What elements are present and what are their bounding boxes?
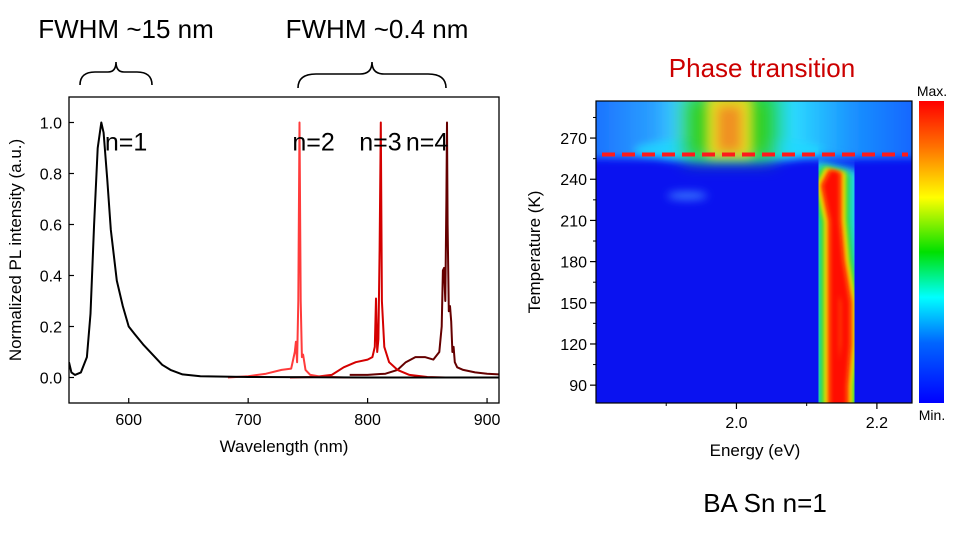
high-temp-peak-orange bbox=[717, 106, 742, 152]
heatmap-frame bbox=[595, 100, 913, 404]
series-line-n4 bbox=[349, 121, 499, 376]
ridge-layer-5 bbox=[822, 170, 850, 403]
series-line-n3 bbox=[289, 121, 446, 379]
y-tick-label: 0.0 bbox=[40, 371, 62, 388]
temperature-axis-title: Temperature (K) bbox=[525, 191, 544, 314]
series-label-n4: n=4 bbox=[406, 129, 449, 157]
y-tick-label: 0.4 bbox=[40, 269, 62, 286]
temperature-tick-label: 180 bbox=[560, 255, 587, 272]
series-label-n2: n=2 bbox=[292, 129, 334, 157]
fwhm-n1-label: FWHM ~15 nm bbox=[38, 14, 214, 44]
series-label-n1: n=1 bbox=[105, 129, 147, 157]
temperature-tick-label: 150 bbox=[560, 296, 587, 313]
heatmap bbox=[596, 101, 912, 403]
temperature-tick-label: 120 bbox=[560, 337, 587, 354]
fwhm-layered-label: FWHM ~0.4 nm bbox=[286, 14, 469, 44]
plot-frame bbox=[68, 96, 500, 404]
pl-spectra-chart: 600 700 800 900 0.0 0.2 0.4 0.6 0.8 1.0 n=1 n=2 n=3… bbox=[6, 96, 501, 456]
temperature-tick-label: 240 bbox=[560, 172, 587, 189]
temperature-tick-label: 210 bbox=[560, 213, 587, 230]
x-tick-label: 700 bbox=[235, 412, 262, 429]
energy-tick-label: 2.0 bbox=[725, 415, 747, 432]
temperature-tick-label: 270 bbox=[560, 131, 587, 148]
series-line-n1 bbox=[69, 121, 499, 379]
colorbar bbox=[919, 101, 944, 403]
pl-heatmap-chart: 90 120 150 180 210 240 270 2.0 2.2 Energy (eV) T… bbox=[525, 83, 947, 460]
series-line-n2 bbox=[227, 121, 446, 379]
phase-transition-title: Phase transition bbox=[669, 53, 855, 83]
y-tick-label: 1.0 bbox=[40, 116, 62, 133]
x-axis-title: Wavelength (nm) bbox=[220, 437, 349, 456]
y-tick-label: 0.8 bbox=[40, 167, 62, 184]
y-tick-label: 0.6 bbox=[40, 218, 62, 235]
x-tick-label: 800 bbox=[354, 412, 381, 429]
y-axis-title: Normalized PL intensity (a.u.) bbox=[6, 139, 25, 361]
series-label-n3: n=3 bbox=[359, 129, 401, 157]
x-tick-label: 900 bbox=[474, 412, 501, 429]
energy-axis-title: Energy (eV) bbox=[710, 441, 801, 460]
y-tick-label: 0.2 bbox=[40, 320, 62, 337]
colorbar-min-label: Min. bbox=[919, 407, 945, 423]
temperature-tick-label: 90 bbox=[569, 378, 587, 395]
brace-right bbox=[297, 61, 447, 89]
brace-left bbox=[79, 61, 153, 86]
faint-feature bbox=[667, 191, 708, 200]
sample-label: BA Sn n=1 bbox=[703, 488, 827, 518]
energy-tick-label: 2.2 bbox=[866, 415, 888, 432]
colorbar-max-label: Max. bbox=[917, 83, 947, 99]
x-tick-label: 600 bbox=[115, 412, 142, 429]
